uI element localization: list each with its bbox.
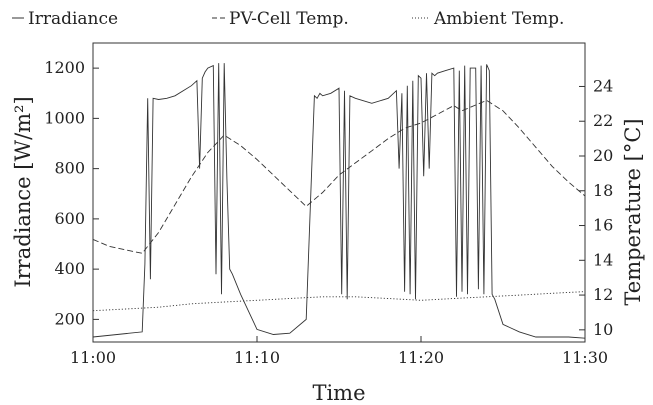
y-tick-label: 600 — [54, 209, 85, 228]
y2-tick-label: 16 — [593, 216, 613, 235]
x-axis-title: Time — [312, 381, 365, 405]
plot-area — [92, 42, 586, 343]
x-axis: 11:00 11:10 11:20 11:30 — [70, 336, 608, 367]
legend-pvcell-label: PV-Cell Temp. — [229, 9, 349, 29]
y2-tick-label: 24 — [593, 76, 613, 95]
x-tick-label: 11:00 — [70, 348, 116, 367]
y2-tick-label: 10 — [593, 320, 613, 339]
y2-tick-label: 12 — [593, 285, 613, 304]
y2-tick-label: 14 — [593, 250, 613, 269]
legend-irradiance-label: Irradiance — [28, 9, 118, 29]
x-tick-label: 11:30 — [562, 348, 608, 367]
y-tick-label: 1000 — [44, 108, 85, 127]
y-axis-left: 200 400 600 800 1000 1200 — [44, 58, 99, 328]
y-axis-left-title: Irradiance [W/m²] — [11, 96, 35, 287]
legend-ambient-label: Ambient Temp. — [433, 9, 564, 29]
y-tick-label: 1200 — [44, 58, 85, 77]
y2-tick-label: 18 — [593, 181, 613, 200]
series-line-pv-cell-temp — [92, 99, 586, 254]
legend: Irradiance PV-Cell Temp. Ambient Temp. — [12, 9, 564, 29]
series-line-irradiance — [92, 63, 586, 339]
y-axis-right-title: Temperature [°C] — [621, 118, 645, 305]
y2-tick-label: 22 — [593, 111, 613, 130]
y-tick-label: 400 — [54, 259, 85, 278]
series-group — [92, 63, 586, 339]
series-line-ambient-temp — [92, 291, 586, 312]
y-axis-right: 10 12 14 16 18 20 22 24 — [579, 76, 613, 339]
x-tick-label: 11:20 — [398, 348, 444, 367]
y2-tick-label: 20 — [593, 146, 613, 165]
x-tick-label: 11:10 — [234, 348, 280, 367]
y-tick-label: 800 — [54, 159, 85, 178]
y-tick-label: 200 — [54, 309, 85, 328]
